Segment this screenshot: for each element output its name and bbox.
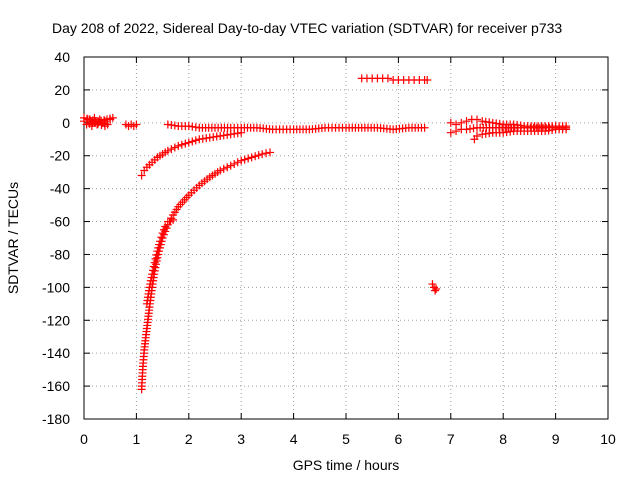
- data-point: [237, 156, 246, 165]
- x-tick-label: 0: [80, 431, 88, 447]
- y-tick-label: 20: [54, 82, 70, 98]
- y-tick-label: 40: [54, 49, 70, 65]
- data-point: [137, 171, 146, 180]
- x-tick-label: 9: [552, 431, 560, 447]
- x-tick-label: 5: [342, 431, 350, 447]
- data-point: [188, 137, 197, 146]
- plot-frame: [83, 56, 609, 420]
- data-point: [216, 166, 225, 175]
- data-point: [254, 151, 263, 160]
- data-point: [170, 143, 179, 152]
- data-point: [80, 113, 88, 122]
- data-point: [431, 286, 440, 295]
- data-point: [266, 148, 275, 157]
- x-axis-label: GPS time / hours: [293, 457, 400, 473]
- y-tick-label: -160: [42, 378, 70, 394]
- x-tick-label: 2: [185, 431, 193, 447]
- data-point: [132, 120, 141, 129]
- y-tick-label: -20: [50, 148, 70, 164]
- x-tick-label: 10: [600, 431, 616, 447]
- data-point: [251, 152, 260, 161]
- data-point: [147, 273, 156, 282]
- data-point: [383, 74, 392, 83]
- data-point: [223, 163, 232, 172]
- data-point: [258, 150, 267, 159]
- data-point: [146, 276, 155, 285]
- data-point: [145, 283, 154, 292]
- data-point: [247, 153, 256, 162]
- data-point: [473, 115, 481, 124]
- data-point: [191, 136, 200, 145]
- data-point: [420, 123, 429, 132]
- data-point: [562, 123, 571, 132]
- data-point: [428, 280, 437, 289]
- data-point: [174, 141, 183, 150]
- data-points: [80, 74, 571, 394]
- data-point: [93, 119, 102, 128]
- data-point: [230, 159, 239, 168]
- x-tick-label: 4: [290, 431, 298, 447]
- y-tick-label: -140: [42, 345, 70, 361]
- x-tick-label: 3: [237, 431, 245, 447]
- data-point: [155, 237, 164, 246]
- x-tick-label: 8: [499, 431, 507, 447]
- data-point: [446, 128, 455, 137]
- data-point: [149, 262, 158, 271]
- y-tick-label: -120: [42, 312, 70, 328]
- data-point: [100, 122, 109, 131]
- data-point: [226, 161, 235, 170]
- data-point: [177, 140, 186, 149]
- data-point: [163, 146, 172, 155]
- data-point: [90, 118, 99, 127]
- data-point: [155, 240, 164, 249]
- data-point: [181, 139, 190, 148]
- y-axis-label: SDTVAR / TECUs: [5, 182, 21, 294]
- data-point: [233, 158, 242, 167]
- data-point: [152, 251, 161, 260]
- y-tick-label: -60: [50, 214, 70, 230]
- y-tick-label: -180: [42, 411, 70, 427]
- data-point: [161, 222, 170, 231]
- data-point: [219, 164, 228, 173]
- data-point: [146, 280, 155, 289]
- data-point: [154, 243, 163, 252]
- data-point: [432, 285, 441, 294]
- data-point: [159, 225, 168, 234]
- axis-tick-labels: 0 1 2 3 4 5 6 7 8 9 10 40 20 0 -20 -40 -60 -80 -100 -120 -14…: [42, 49, 616, 447]
- y-tick-label: 0: [62, 115, 70, 131]
- y-tick-label: -40: [50, 181, 70, 197]
- data-point: [244, 154, 253, 163]
- data-point: [153, 247, 162, 256]
- data-point: [151, 254, 160, 263]
- x-tick-label: 7: [447, 431, 455, 447]
- data-point: [423, 76, 432, 85]
- chart-title: Day 208 of 2022, Sidereal Day-to-day VTE…: [52, 20, 562, 36]
- data-point: [262, 149, 271, 158]
- data-point: [97, 121, 106, 130]
- data-point: [169, 215, 178, 224]
- data-point: [462, 117, 471, 126]
- data-point: [167, 214, 176, 223]
- data-point: [158, 229, 167, 238]
- data-point: [150, 258, 159, 267]
- data-point: [446, 118, 455, 127]
- data-point: [148, 266, 157, 275]
- y-tick-label: -80: [50, 246, 70, 262]
- data-point: [167, 145, 176, 154]
- data-point: [184, 138, 193, 147]
- data-point: [157, 233, 166, 242]
- data-point: [148, 270, 157, 279]
- data-point: [452, 127, 461, 136]
- data-point: [473, 131, 481, 140]
- data-point: [240, 155, 249, 164]
- data-point: [86, 117, 95, 126]
- y-tick-label: -100: [42, 279, 70, 295]
- x-tick-label: 1: [133, 431, 141, 447]
- data-point: [83, 115, 92, 124]
- x-tick-label: 6: [395, 431, 403, 447]
